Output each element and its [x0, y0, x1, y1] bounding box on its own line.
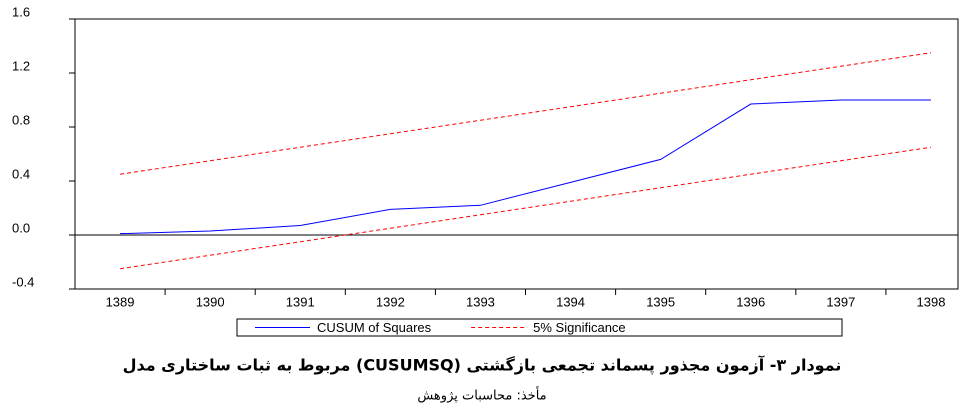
legend-box: [236, 318, 843, 337]
x-tick-label: 1396: [736, 294, 765, 309]
y-tick-label: 1.2: [12, 58, 30, 73]
y-tick-label: 1.6: [12, 4, 30, 19]
plot-frame: [74, 18, 959, 290]
x-tick-label: 1398: [917, 294, 946, 309]
y-tick-label: 0.4: [12, 166, 30, 181]
chart-caption: نمودار ۳- آزمون مجذور پسماند تجمعی بازگش…: [123, 355, 842, 376]
x-tick-label: 1397: [826, 294, 855, 309]
series-line: [120, 99, 931, 235]
y-tick-label: 0.0: [12, 220, 30, 235]
legend-label: CUSUM of Squares: [317, 320, 432, 335]
series-line: [119, 52, 932, 175]
x-tick-label: 1393: [466, 294, 495, 309]
x-tick-label: 1394: [556, 294, 585, 309]
y-tick-label: 0.8: [12, 112, 30, 127]
chart-source: مأخذ: محاسبات پژوهش: [417, 386, 546, 404]
x-tick-label: 1392: [376, 294, 405, 309]
x-tick-label: 1389: [106, 294, 135, 309]
legend-label: 5% Significance: [533, 320, 626, 335]
y-tick-label: -0.4: [12, 274, 34, 289]
x-tick-label: 1390: [196, 294, 225, 309]
x-tick-label: 1391: [286, 294, 315, 309]
series-line: [119, 146, 932, 270]
x-tick-label: 1395: [646, 294, 675, 309]
